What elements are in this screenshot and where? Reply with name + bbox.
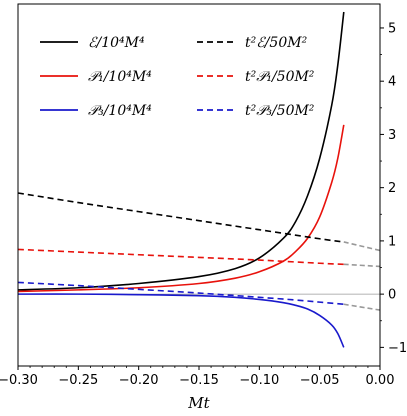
- x-tick-label: −0.15: [179, 373, 219, 388]
- series-line-1: [17, 124, 345, 293]
- legend: ℰ/10⁴M⁴ 𝒫₁/10⁴M⁴ 𝒫₃/10⁴M⁴ t²ℰ/50M² t²𝒫₁/50M²…: [40, 35, 315, 119]
- x-tick-label: −0.25: [58, 373, 98, 388]
- series-extension-4: [343, 263, 381, 268]
- x-tick-label: 0.00: [366, 373, 395, 388]
- series-line-3: [17, 192, 344, 243]
- x-tick-label: −0.20: [119, 373, 159, 388]
- y-tick-label: 0: [388, 288, 396, 303]
- series-line-2: [17, 293, 345, 348]
- ticks-layer: −0.30 −0.25 −0.20 −0.15 −0.10 −0.05 0.00 −1 0 1 2 3…: [0, 21, 407, 388]
- legend-label-3: t²ℰ/50M²: [245, 35, 308, 51]
- y-tick-label: −1: [388, 341, 407, 356]
- plot-frame: [17, 3, 381, 367]
- y-tick-label: 5: [388, 21, 396, 36]
- y-tick-label: 2: [388, 181, 396, 196]
- series-line-0: [17, 11, 345, 291]
- legend-label-2: 𝒫₃/10⁴M⁴: [88, 103, 152, 119]
- series-extension-3: [343, 241, 381, 252]
- legend-label-5: t²𝒫₃/50M²: [245, 103, 315, 119]
- legend-label-0: ℰ/10⁴M⁴: [88, 35, 145, 51]
- legend-label-1: 𝒫₁/10⁴M⁴: [88, 69, 152, 85]
- legend-label-4: t²𝒫₁/50M²: [245, 69, 315, 85]
- y-tick-label: 1: [388, 234, 396, 249]
- series-extension-5: [343, 303, 381, 311]
- x-tick-label: −0.05: [300, 373, 340, 388]
- y-tick-label: 4: [388, 75, 396, 90]
- x-tick-label: −0.10: [239, 373, 279, 388]
- series-line-4: [17, 248, 344, 266]
- y-tick-label: 3: [388, 128, 396, 143]
- x-tick-label: −0.30: [0, 373, 38, 388]
- x-axis-label: Mt: [187, 394, 210, 412]
- series-layer: [17, 11, 381, 348]
- series-line-5: [17, 281, 344, 306]
